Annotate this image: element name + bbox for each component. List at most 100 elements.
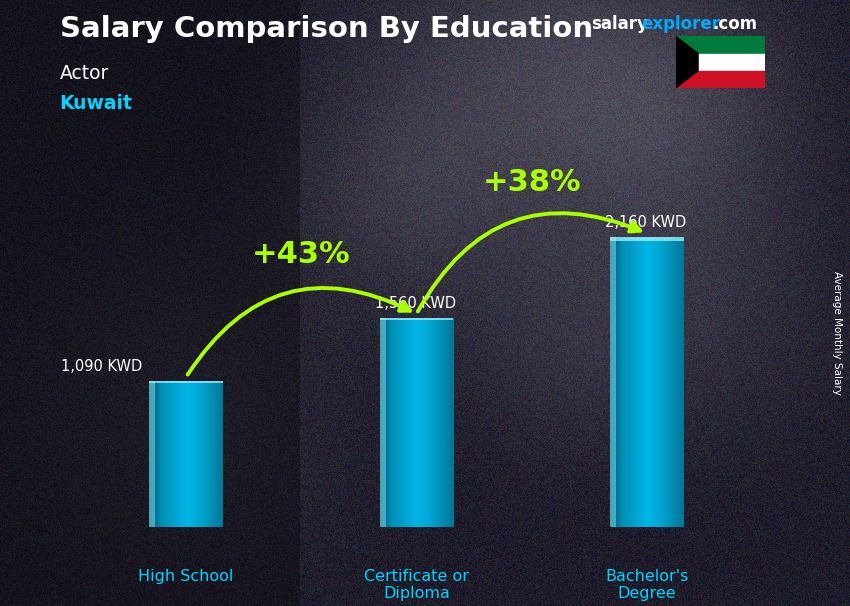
Bar xyxy=(428,318,430,527)
Bar xyxy=(200,381,201,527)
Bar xyxy=(196,381,197,527)
Bar xyxy=(611,238,613,527)
Bar xyxy=(613,238,614,527)
Bar xyxy=(434,318,435,527)
Bar xyxy=(162,381,163,527)
Bar xyxy=(647,238,649,527)
Bar xyxy=(414,318,416,527)
Polygon shape xyxy=(676,36,698,88)
Bar xyxy=(425,318,427,527)
Bar xyxy=(402,318,403,527)
Bar xyxy=(194,381,195,527)
Bar xyxy=(189,381,190,527)
Bar xyxy=(187,381,189,527)
Bar xyxy=(639,238,641,527)
Bar xyxy=(201,381,202,527)
Bar xyxy=(638,238,640,527)
Bar xyxy=(174,381,175,527)
Bar xyxy=(441,318,443,527)
Bar xyxy=(625,238,626,527)
Bar xyxy=(206,381,207,527)
Bar xyxy=(218,381,219,527)
Bar xyxy=(156,381,158,527)
Bar xyxy=(615,238,616,527)
Bar xyxy=(150,381,156,527)
Bar xyxy=(380,318,453,321)
Bar xyxy=(622,238,624,527)
Bar xyxy=(195,381,196,527)
Bar xyxy=(422,318,424,527)
Bar xyxy=(660,238,662,527)
Bar xyxy=(181,381,183,527)
Bar xyxy=(641,238,642,527)
Bar xyxy=(186,381,188,527)
Bar xyxy=(610,238,611,527)
Bar xyxy=(165,381,167,527)
Bar xyxy=(632,238,633,527)
Bar xyxy=(202,381,204,527)
Bar xyxy=(675,238,677,527)
Bar xyxy=(650,238,652,527)
Bar xyxy=(636,238,638,527)
Bar xyxy=(220,381,222,527)
Text: Kuwait: Kuwait xyxy=(60,94,133,113)
Bar xyxy=(397,318,399,527)
Bar xyxy=(652,238,653,527)
Bar xyxy=(212,381,213,527)
Bar xyxy=(159,381,161,527)
Bar xyxy=(620,238,621,527)
Bar xyxy=(635,238,636,527)
Bar xyxy=(679,238,680,527)
Bar xyxy=(395,318,397,527)
Bar xyxy=(653,238,655,527)
Bar xyxy=(387,318,388,527)
Bar xyxy=(617,238,619,527)
Bar xyxy=(205,381,206,527)
Bar xyxy=(668,238,669,527)
Bar xyxy=(380,318,381,527)
Bar xyxy=(631,238,632,527)
Bar xyxy=(659,238,660,527)
Bar xyxy=(406,318,408,527)
Bar xyxy=(683,238,684,527)
Bar xyxy=(178,381,180,527)
Bar xyxy=(621,238,622,527)
Bar xyxy=(450,318,452,527)
Bar xyxy=(150,381,223,383)
Bar xyxy=(153,381,155,527)
Text: Actor: Actor xyxy=(60,64,109,82)
Bar xyxy=(190,381,191,527)
Bar xyxy=(610,238,683,241)
Bar xyxy=(403,318,405,527)
Text: Average Monthly Salary: Average Monthly Salary xyxy=(832,271,842,395)
Bar xyxy=(627,238,629,527)
Bar xyxy=(449,318,450,527)
Bar xyxy=(191,381,193,527)
Bar xyxy=(197,381,199,527)
Bar xyxy=(217,381,218,527)
Bar xyxy=(192,381,194,527)
Bar xyxy=(211,381,212,527)
Bar xyxy=(388,318,389,527)
Bar xyxy=(408,318,410,527)
Bar xyxy=(180,381,182,527)
Bar xyxy=(169,381,171,527)
Bar xyxy=(624,238,625,527)
Bar xyxy=(383,318,385,527)
Bar xyxy=(222,381,224,527)
Bar xyxy=(633,238,635,527)
Bar xyxy=(164,381,166,527)
Bar xyxy=(664,238,666,527)
Bar xyxy=(178,381,179,527)
Text: +38%: +38% xyxy=(482,168,581,197)
Bar xyxy=(616,238,618,527)
Text: +43%: +43% xyxy=(252,241,351,269)
Bar xyxy=(419,318,421,527)
Text: 1,090 KWD: 1,090 KWD xyxy=(61,359,143,373)
Text: Bachelor's
Degree: Bachelor's Degree xyxy=(605,569,688,601)
Bar xyxy=(669,238,671,527)
Bar xyxy=(681,238,683,527)
Text: salary: salary xyxy=(591,15,648,33)
Bar xyxy=(380,318,386,527)
Text: 1,560 KWD: 1,560 KWD xyxy=(375,296,456,310)
